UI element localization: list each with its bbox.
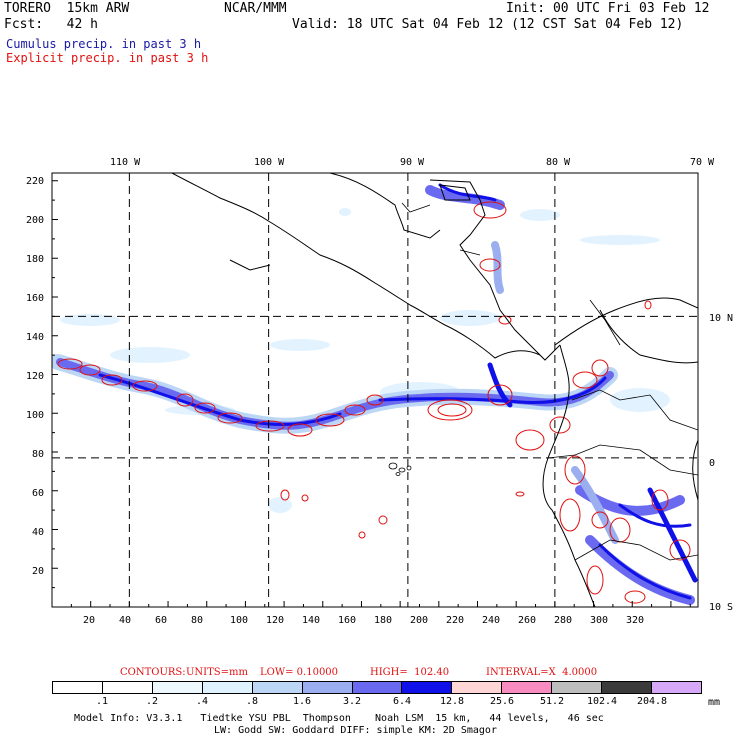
color-bar-cell [53,682,103,693]
y-tick-label: 200 [26,215,45,226]
color-bar-unit: mm [708,697,721,708]
y-tick-label: 160 [26,293,45,304]
color-bar-cell [102,682,153,693]
y-tick-label: 140 [26,332,45,343]
contour-high: HIGH= 102.40 [370,667,450,678]
color-bar-label: 6.4 [392,696,412,707]
lon-label: 90 W [400,157,425,168]
color-bar-label: .4 [195,696,209,707]
x-tick-label: 40 [119,615,132,626]
axis-ticks [52,180,691,607]
color-bar-cell [352,682,403,693]
model-title: TORERO 15km ARW [4,1,130,16]
light-precip-areas [60,208,670,513]
lat-label: 0 [709,458,716,469]
x-tick-label: 60 [155,615,168,626]
color-bar-cell [502,682,553,693]
color-bar-cell [452,682,503,693]
physics-info: LW: Godd SW: Goddard DIFF: simple KM: 2D… [214,725,497,736]
x-tick-label: 280 [554,615,573,626]
political-borders [401,202,698,561]
forecast-hour: Fcst: 42 h [4,17,98,32]
x-tick-label: 260 [518,615,537,626]
y-tick-label: 120 [26,371,45,382]
color-bar-label: .1 [95,696,109,707]
color-bar-label: .2 [145,696,159,707]
color-bar-label: 12.8 [439,696,465,707]
map-frame [51,172,699,608]
coastlines [171,173,698,607]
contour-low: LOW= 0.10000 [260,667,339,678]
x-tick-label: 120 [266,615,285,626]
x-tick-label: 100 [230,615,249,626]
color-bar-label: 1.6 [292,696,312,707]
color-bar-cell [152,682,203,693]
organization-label: NCAR/MMM [224,1,287,16]
color-bar [52,681,702,694]
lon-label: 70 W [690,157,715,168]
x-tick-label: 200 [410,615,429,626]
color-bar-cell [302,682,353,693]
x-tick-label: 160 [338,615,357,626]
color-bar-cell [602,682,653,693]
x-tick-label: 20 [83,615,96,626]
model-info: Model Info: V3.3.1 Tiedtke YSU PBL Thomp… [74,713,604,724]
x-tick-label: 80 [191,615,204,626]
contour-label: CONTOURS: [120,667,186,678]
x-tick-label: 140 [302,615,321,626]
cumulus-precip-band [52,183,698,605]
contour-info: CONTOURS: UNITS=mm LOW= 0.10000 HIGH= 10… [120,667,597,733]
legend-cumulus: Cumulus precip. in past 3 h [6,37,202,51]
color-bar-label: 3.2 [342,696,362,707]
y-tick-label: 100 [26,410,45,421]
lat-label: 10 N [709,313,734,324]
precipitation-map [51,172,699,608]
lon-label: 100 W [254,157,285,168]
color-bar-cell [252,682,303,693]
color-bar-label: 204.8 [636,696,668,707]
lat-label: 10 S [709,602,734,613]
y-tick-label: 60 [32,488,45,499]
color-bar-cell [552,682,603,693]
x-tick-label: 220 [446,615,465,626]
y-tick-label: 220 [26,176,45,187]
color-bar-label: .8 [245,696,259,707]
y-tick-label: 40 [32,527,45,538]
init-time: Init: 00 UTC Fri 03 Feb 12 [506,1,710,16]
y-tick-label: 80 [32,449,45,460]
color-bar-label: 102.4 [586,696,618,707]
color-bar-cell [402,682,453,693]
contour-units: UNITS=mm [186,667,248,678]
valid-time: Valid: 18 UTC Sat 04 Feb 12 (12 CST Sat … [292,17,684,32]
galapagos-islands [388,462,412,476]
contour-interval: INTERVAL=X 4.0000 [486,667,598,678]
y-tick-label: 20 [32,566,45,577]
x-tick-label: 180 [374,615,393,626]
legend-explicit: Explicit precip. in past 3 h [6,51,209,65]
lon-label: 110 W [110,157,141,168]
graticule [52,173,698,607]
explicit-precip-contours [57,201,691,604]
lon-label: 80 W [546,157,571,168]
color-bar-cell [202,682,253,693]
x-tick-label: 300 [590,615,609,626]
y-tick-label: 180 [26,254,45,265]
color-bar-cell [652,682,701,693]
color-bar-label: 25.6 [489,696,515,707]
x-tick-label: 240 [482,615,501,626]
x-tick-label: 320 [626,615,645,626]
color-bar-label: 51.2 [539,696,565,707]
